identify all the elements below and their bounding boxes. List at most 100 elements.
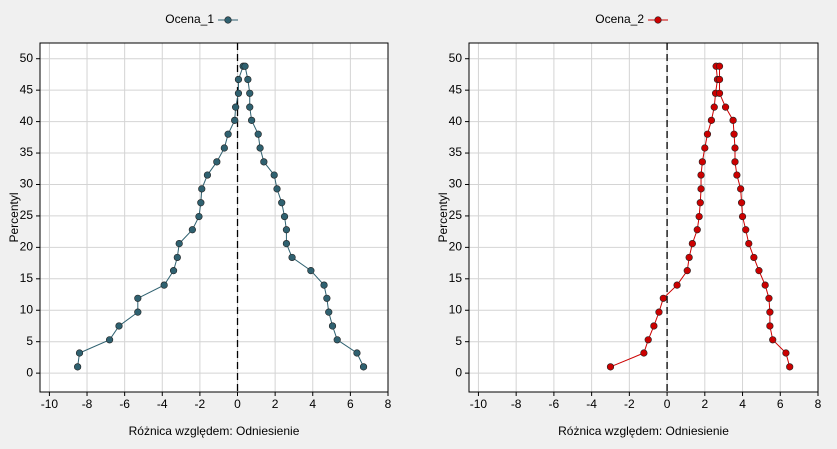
data-point xyxy=(198,185,206,193)
data-point xyxy=(105,336,114,344)
data-point xyxy=(650,322,658,330)
data-point xyxy=(731,158,739,166)
x-tick-label: -10 xyxy=(470,397,488,411)
data-point xyxy=(685,253,693,262)
data-point xyxy=(195,212,203,221)
x-tick-label: -2 xyxy=(195,397,206,411)
x-tick-label: 4 xyxy=(739,397,746,411)
data-point xyxy=(134,294,142,302)
data-point xyxy=(224,130,232,138)
data-point xyxy=(173,253,181,262)
data-point xyxy=(359,363,368,371)
data-point xyxy=(721,103,730,111)
data-point xyxy=(697,185,705,193)
y-tick-label: 15 xyxy=(20,271,34,285)
y-tick-label: 10 xyxy=(20,302,34,316)
data-point xyxy=(232,103,240,111)
data-point xyxy=(729,116,737,124)
data-point xyxy=(688,239,696,248)
plot-area xyxy=(40,43,388,392)
y-tick-label: 15 xyxy=(449,271,463,285)
data-point xyxy=(231,116,239,124)
data-point xyxy=(737,199,746,207)
x-tick-label: 2 xyxy=(272,397,279,411)
x-tick-label: -4 xyxy=(586,397,597,411)
x-tick-label: -8 xyxy=(511,397,522,411)
y-tick-label: 40 xyxy=(20,114,34,128)
plot-frame xyxy=(468,42,819,393)
y-tick-label: 25 xyxy=(449,208,463,222)
data-point xyxy=(742,226,750,234)
x-axis-label: Różnica względem: Odniesienie xyxy=(558,424,729,438)
data-point xyxy=(203,171,212,179)
data-point xyxy=(750,253,758,262)
x-tick-label: 8 xyxy=(815,397,822,411)
data-point xyxy=(160,281,168,289)
data-point xyxy=(282,226,291,234)
data-point xyxy=(244,75,252,84)
data-point xyxy=(673,281,681,289)
x-axis-label: Różnica względem: Odniesienie xyxy=(129,424,300,438)
data-point xyxy=(738,212,747,221)
data-point xyxy=(701,144,709,152)
data-point xyxy=(333,336,341,344)
data-point xyxy=(733,171,741,179)
data-point xyxy=(75,349,84,357)
data-point xyxy=(769,336,777,344)
data-point xyxy=(737,185,745,193)
data-point xyxy=(683,267,691,275)
y-tick-label: 45 xyxy=(20,82,34,96)
plot-area xyxy=(469,43,818,392)
legend-label: Ocena_2 xyxy=(595,12,644,26)
data-point xyxy=(715,62,724,70)
data-point xyxy=(288,253,296,262)
data-point xyxy=(188,226,196,234)
data-point xyxy=(234,89,243,97)
y-tick-label: 50 xyxy=(449,51,463,65)
data-point xyxy=(703,130,712,138)
data-point xyxy=(175,239,183,248)
data-point xyxy=(320,281,328,289)
x-tick-label: -6 xyxy=(549,397,560,411)
y-tick-label: 35 xyxy=(20,145,34,159)
data-point xyxy=(213,158,221,166)
data-point xyxy=(115,322,123,330)
data-point xyxy=(640,349,648,357)
legend-label: Ocena_1 xyxy=(165,12,214,26)
data-point xyxy=(246,103,254,111)
y-tick-label: 20 xyxy=(20,240,34,254)
data-point xyxy=(234,75,243,84)
y-axis-label: Percentyl xyxy=(436,192,450,242)
data-point xyxy=(697,171,705,179)
y-axis-label: Percentyl xyxy=(7,192,21,242)
data-point xyxy=(197,199,205,207)
data-point xyxy=(325,308,333,316)
data-point xyxy=(328,322,337,330)
y-tick-label: 20 xyxy=(449,240,463,254)
data-point xyxy=(745,239,753,248)
data-point xyxy=(282,239,291,248)
data-point xyxy=(169,267,178,275)
x-tick-label: -10 xyxy=(41,397,59,411)
y-tick-label: 50 xyxy=(20,51,34,65)
data-point xyxy=(307,267,315,275)
data-point xyxy=(696,199,704,207)
x-tick-label: 6 xyxy=(347,397,354,411)
plot-frame xyxy=(39,42,389,393)
data-point xyxy=(659,294,667,302)
legend-marker xyxy=(224,16,232,24)
data-point xyxy=(782,349,790,357)
x-tick-label: -8 xyxy=(82,397,93,411)
data-point xyxy=(698,158,706,166)
data-point xyxy=(755,267,763,275)
data-point xyxy=(766,322,774,330)
data-point xyxy=(606,363,615,371)
x-tick-label: 6 xyxy=(777,397,784,411)
data-point xyxy=(710,103,718,111)
data-point xyxy=(715,89,724,97)
data-point xyxy=(715,75,724,84)
x-tick-label: -6 xyxy=(119,397,130,411)
x-tick-label: 8 xyxy=(385,397,392,411)
data-point xyxy=(254,130,262,138)
y-tick-label: 10 xyxy=(449,302,463,316)
